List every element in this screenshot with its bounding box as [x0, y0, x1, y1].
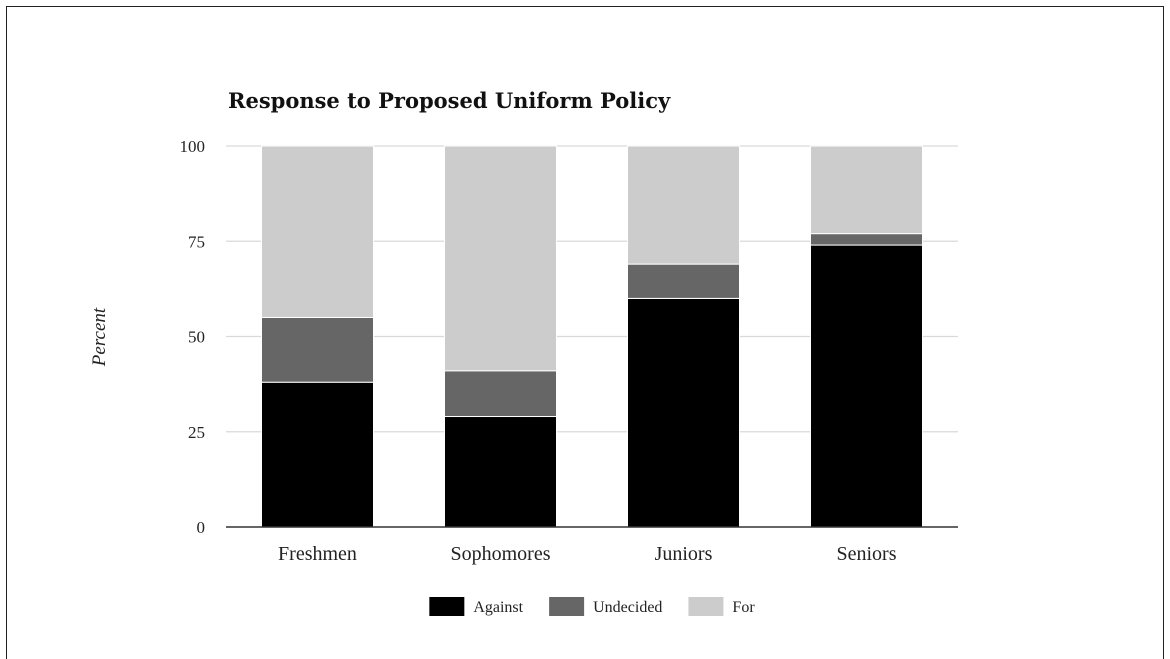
bar-segment-against-juniors — [627, 297, 740, 528]
x-tick-label: Juniors — [655, 543, 713, 565]
y-tick-label: 0 — [197, 518, 206, 537]
y-tick-label: 75 — [188, 232, 205, 251]
y-tick-label: 50 — [188, 328, 205, 347]
legend-swatch — [549, 597, 585, 616]
legend-label: For — [732, 599, 755, 616]
y-tick-labels: 0 25 50 75 100 — [180, 137, 206, 537]
bar-segment-for-freshmen — [261, 145, 374, 318]
bar-segment-for-seniors — [810, 145, 923, 235]
legend-item-for: For — [688, 597, 755, 616]
x-tick-labels: Freshmen Sophomores Juniors Seniors — [278, 543, 897, 565]
bar-segment-for-juniors — [627, 145, 740, 265]
legend-label: Against — [473, 599, 523, 616]
bar-segment-against-seniors — [810, 244, 923, 528]
legend-swatch — [688, 597, 724, 616]
x-tick-label: Freshmen — [278, 543, 357, 565]
y-tick-label: 100 — [180, 137, 206, 156]
bar-segment-against-sophomores — [444, 416, 557, 528]
bar-segment-undecided-sophomores — [444, 370, 557, 418]
legend-item-undecided: Undecided — [549, 597, 662, 616]
x-tick-label: Sophomores — [451, 543, 551, 565]
y-tick-label: 25 — [188, 423, 205, 442]
bars — [261, 145, 923, 528]
chart-title: Response to Proposed Uniform Policy — [228, 88, 671, 113]
legend-swatch — [429, 597, 465, 616]
y-axis-label: Percent — [89, 307, 110, 367]
bar-segment-undecided-juniors — [627, 263, 740, 299]
bar-segment-for-sophomores — [444, 145, 557, 372]
legend-item-against: Against — [429, 597, 524, 616]
chart-frame — [6, 6, 1164, 659]
legend-label: Undecided — [593, 599, 662, 616]
bar-segment-undecided-freshmen — [261, 316, 374, 383]
bar-segment-against-freshmen — [261, 381, 374, 528]
bar-segment-undecided-seniors — [810, 233, 923, 246]
legend: Against Undecided For — [429, 597, 755, 616]
x-tick-label: Seniors — [837, 543, 897, 565]
